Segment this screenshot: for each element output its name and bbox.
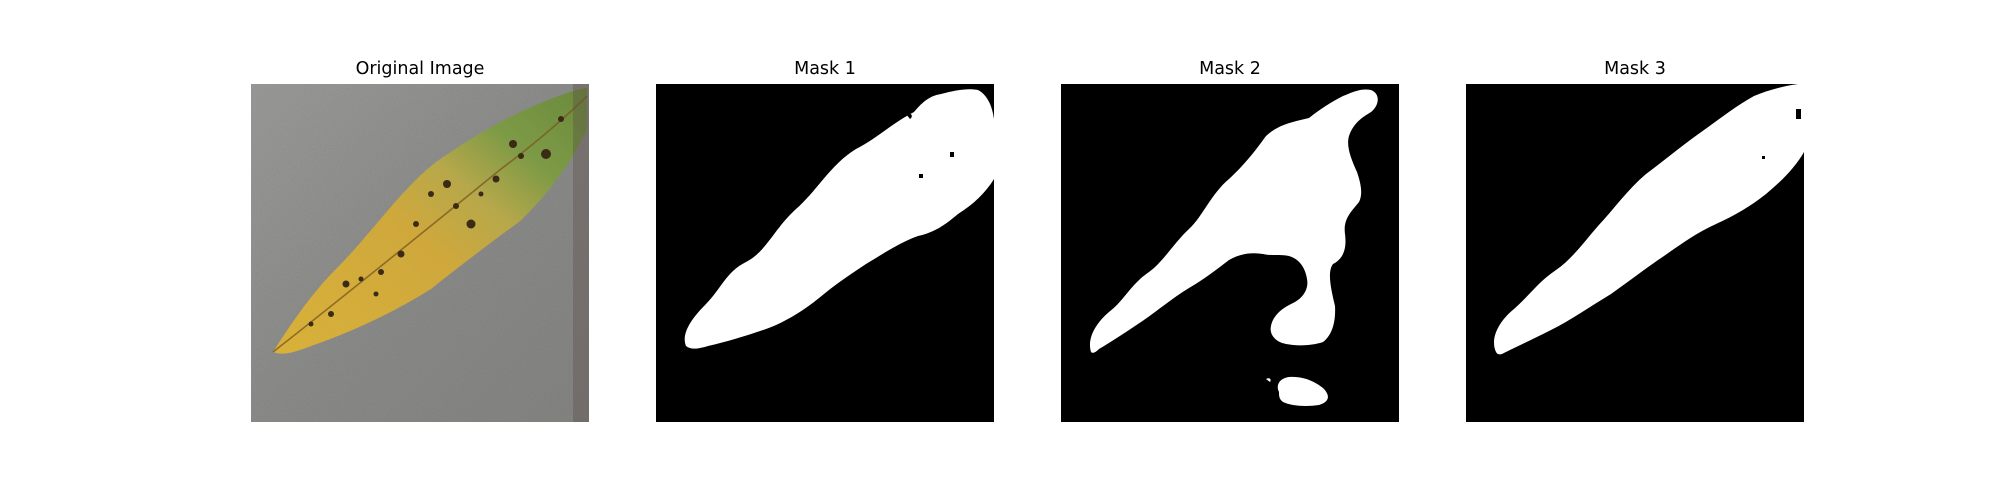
panel-title: Mask 1 <box>794 59 856 79</box>
original-leaf-image <box>251 84 589 422</box>
mask-3-foreground <box>1494 84 1804 355</box>
leaf-shape <box>273 88 587 354</box>
mask-2-foreground <box>1089 89 1378 353</box>
mask-1-image <box>656 84 994 422</box>
panel-title: Mask 3 <box>1604 59 1666 79</box>
mask-1-foreground <box>684 89 994 349</box>
mask-1-panel: Mask 1 <box>656 0 994 500</box>
leaf-spots <box>308 116 564 327</box>
mask-2-panel: Mask 2 <box>1061 0 1399 500</box>
mask-3-panel: Mask 3 <box>1466 0 1804 500</box>
mask-3-image <box>1466 84 1804 422</box>
original-image-panel: Original Image <box>251 0 589 500</box>
mask-2-image <box>1061 84 1399 422</box>
mask-2-blob <box>1277 376 1328 406</box>
panel-title: Original Image <box>355 59 485 79</box>
panel-title: Mask 2 <box>1199 59 1261 79</box>
photo-right-edge-shadow <box>573 84 589 422</box>
